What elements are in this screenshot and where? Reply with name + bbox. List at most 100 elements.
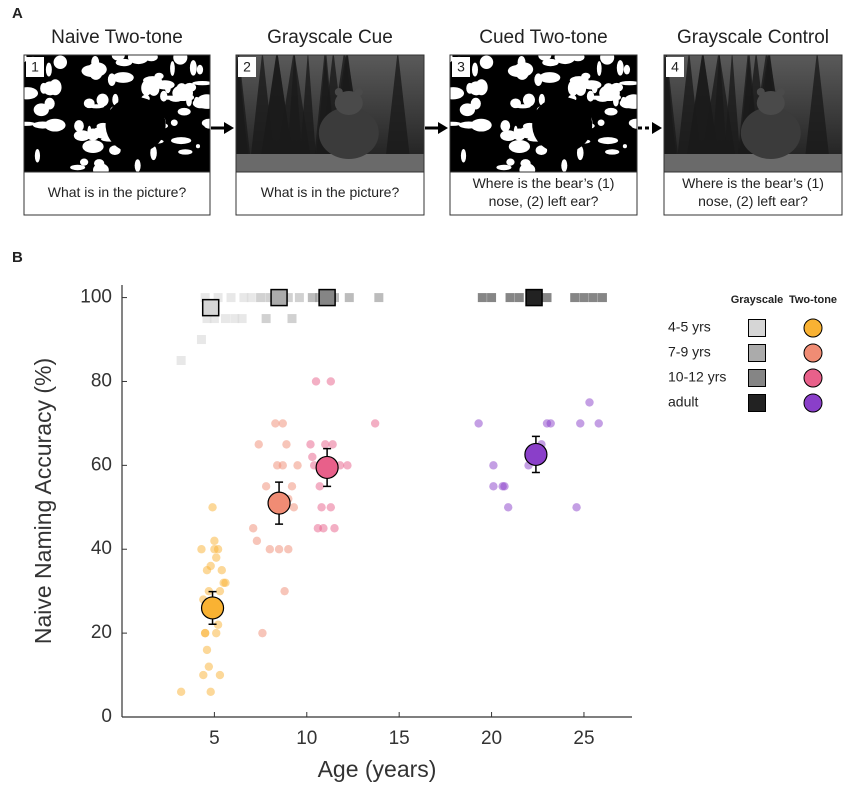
- white-blob: [82, 139, 104, 153]
- image-content: [24, 55, 210, 172]
- legend-swatch: [748, 369, 766, 387]
- twotone-point: [215, 670, 225, 680]
- grayscale-point: [176, 355, 186, 365]
- y-tick-label: 0: [101, 706, 112, 727]
- legend-header: Two-tone: [789, 294, 837, 306]
- question-text: Where is the bear’s (1): [682, 175, 824, 191]
- white-blob: [554, 55, 576, 65]
- twotone-point: [217, 566, 226, 575]
- white-blob: [460, 148, 467, 163]
- grayscale-point: [514, 293, 524, 303]
- step-number: 4: [671, 59, 679, 75]
- grayscale-point: [230, 314, 240, 324]
- legend-label: 10-12 yrs: [668, 369, 726, 385]
- twotone-point: [489, 482, 498, 491]
- bear-ear: [776, 88, 785, 96]
- grayscale-point: [570, 293, 580, 303]
- y-tick-label: 60: [91, 454, 112, 475]
- white-blob: [45, 62, 52, 77]
- white-blob: [134, 159, 141, 172]
- grayscale-point: [226, 293, 236, 303]
- grayscale-point: [344, 293, 354, 303]
- white-blob: [32, 121, 53, 129]
- white-blob: [93, 163, 109, 172]
- stimulus-image: [449, 54, 638, 173]
- white-blob: [150, 145, 157, 161]
- grayscale-point: [220, 314, 230, 324]
- white-blob: [80, 158, 89, 166]
- white-blob: [180, 94, 195, 101]
- white-blob: [586, 90, 595, 102]
- twotone-point: [212, 553, 221, 562]
- twotone-point: [278, 419, 287, 428]
- grayscale-point: [294, 293, 304, 303]
- white-blob: [472, 62, 478, 77]
- twotone-point: [594, 419, 603, 428]
- y-tick-label: 20: [91, 622, 112, 643]
- white-blob: [496, 164, 512, 171]
- white-blob: [48, 79, 62, 96]
- twotone-mean: [315, 455, 339, 480]
- twotone-point: [503, 503, 513, 512]
- question-text: nose, (2) left ear?: [698, 193, 808, 209]
- white-blob: [621, 96, 627, 105]
- white-blob: [450, 55, 453, 63]
- twotone-point: [258, 628, 267, 638]
- white-blob: [112, 72, 134, 83]
- white-blob: [479, 55, 494, 70]
- white-blob: [538, 93, 545, 106]
- white-blob: [74, 120, 84, 132]
- step-number: 3: [457, 59, 465, 75]
- twotone-point: [221, 578, 230, 587]
- twotone-mean: [524, 442, 548, 467]
- x-tick-label: 20: [481, 728, 502, 749]
- white-blob: [597, 119, 605, 126]
- twotone-point: [319, 524, 328, 533]
- white-blob: [109, 145, 121, 156]
- white-blob: [450, 87, 465, 100]
- bear-body: [318, 107, 379, 159]
- bear-body: [740, 107, 801, 159]
- white-blob: [194, 96, 200, 105]
- legend-header: Grayscale: [731, 294, 784, 306]
- white-blob: [500, 130, 517, 141]
- twotone-point: [308, 452, 317, 462]
- y-tick-label: 100: [80, 287, 112, 308]
- white-blob: [538, 72, 561, 83]
- grass: [664, 154, 842, 172]
- twotone-point: [199, 670, 208, 680]
- white-blob: [591, 82, 598, 94]
- arrow-head: [224, 122, 234, 134]
- white-blob: [178, 149, 193, 155]
- twotone-point: [315, 482, 324, 491]
- white-blob: [88, 104, 105, 109]
- white-blob: [183, 82, 197, 92]
- grayscale-point: [239, 293, 249, 303]
- white-blob: [604, 107, 618, 116]
- white-blob: [201, 118, 210, 128]
- tree: [803, 55, 831, 172]
- number-box: [26, 57, 44, 77]
- twotone-point: [306, 440, 315, 449]
- twotone-point: [289, 503, 299, 512]
- white-blob: [619, 81, 637, 86]
- twotone-point: [321, 440, 330, 449]
- white-blob: [600, 55, 615, 65]
- white-blob: [571, 55, 585, 62]
- white-blob: [177, 107, 191, 116]
- twotone-point: [500, 482, 509, 491]
- white-blob: [596, 61, 602, 76]
- twotone-point: [215, 586, 225, 596]
- y-tick-label: 40: [91, 538, 112, 559]
- white-blob: [164, 82, 171, 94]
- legend-swatch: [803, 318, 823, 338]
- arrow-head: [438, 122, 448, 134]
- tree: [699, 55, 738, 172]
- grayscale-point: [579, 293, 589, 303]
- legend-swatch: [748, 344, 766, 362]
- white-blob: [53, 55, 68, 70]
- panel-label: B: [12, 249, 23, 266]
- white-blob: [192, 81, 210, 86]
- legend-swatch: [748, 394, 766, 412]
- white-blob: [575, 82, 587, 96]
